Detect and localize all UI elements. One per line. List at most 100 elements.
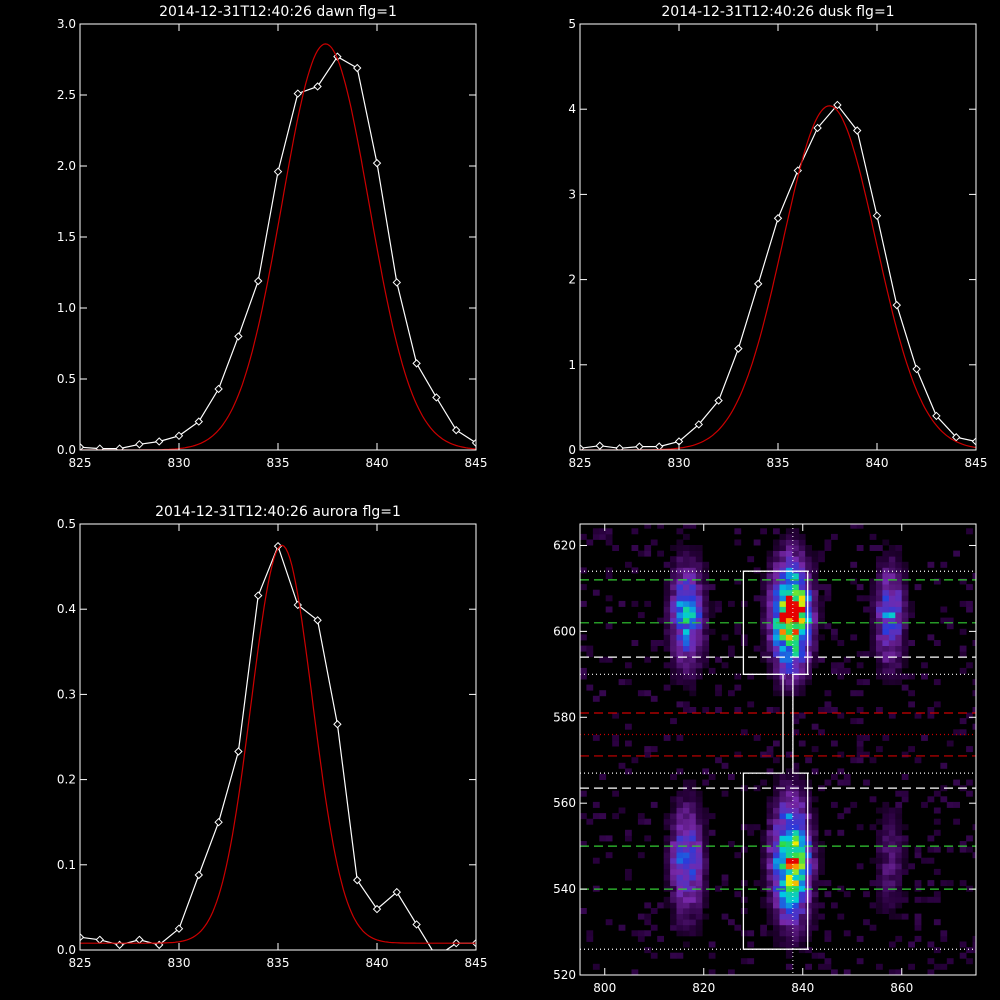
heatmap-cell — [792, 628, 800, 635]
heatmap-cell — [670, 835, 677, 842]
heatmap-cell — [715, 757, 722, 764]
x-tick-label: 840 — [366, 456, 389, 470]
heatmap-cell — [792, 667, 800, 674]
heatmap-cell — [888, 896, 896, 903]
heatmap-cell — [592, 857, 600, 864]
heatmap-cell — [927, 896, 935, 903]
heatmap-cell — [798, 880, 806, 887]
heatmap-cell — [805, 667, 812, 674]
heatmap-cell — [785, 595, 793, 602]
heatmap-cell — [792, 645, 800, 652]
heatmap-cell — [670, 952, 677, 959]
heatmap-cell — [914, 846, 922, 853]
plot-area — [80, 541, 476, 950]
heatmap-cell — [824, 707, 832, 713]
heatmap-cell — [670, 896, 677, 903]
data-point — [194, 417, 204, 426]
heatmap-cell — [689, 813, 697, 820]
heatmap-cell — [805, 634, 812, 641]
heatmap-cell — [773, 835, 780, 842]
heatmap-cell — [785, 589, 793, 596]
heatmap-cell — [773, 612, 780, 619]
heatmap-cell — [676, 662, 684, 669]
heatmap-cell — [785, 852, 793, 859]
heatmap-cell — [592, 695, 600, 702]
heatmap-cell — [785, 785, 793, 792]
heatmap-cell — [972, 573, 976, 579]
heatmap-cell — [715, 885, 722, 892]
heatmap-cell — [901, 600, 909, 607]
heatmap-cell — [695, 796, 703, 803]
heatmap-cell — [740, 930, 748, 937]
heatmap-cell — [715, 707, 722, 713]
heatmap-cell — [798, 891, 806, 898]
heatmap-cell — [747, 824, 755, 831]
heatmap-cell — [580, 673, 587, 680]
heatmap-cell — [740, 880, 748, 887]
heatmap-cell — [811, 723, 819, 730]
heatmap-cell — [779, 935, 787, 942]
heatmap-cell — [760, 640, 767, 646]
heatmap-cell — [921, 673, 928, 680]
heatmap-cell — [670, 606, 677, 613]
heatmap-cell — [818, 846, 825, 853]
heatmap-cell — [792, 712, 800, 719]
heatmap-cell — [702, 902, 710, 909]
heatmap-cell — [895, 662, 903, 669]
heatmap-cell — [683, 801, 690, 808]
heatmap-cell — [798, 913, 806, 920]
heatmap-cell — [779, 829, 787, 836]
heatmap-cell — [695, 902, 703, 909]
heatmap-cell — [908, 612, 915, 619]
heatmap-cell — [683, 567, 690, 574]
heatmap-cell — [837, 640, 845, 646]
heatmap-cell — [702, 868, 710, 875]
heatmap-cell — [811, 662, 819, 669]
heatmap-cell — [766, 578, 774, 585]
heatmap-cell — [888, 868, 896, 875]
heatmap-cell — [663, 584, 671, 591]
heatmap-cell — [888, 617, 896, 624]
heatmap-cell — [689, 919, 697, 926]
heatmap-cell — [702, 891, 710, 898]
heatmap-cell — [792, 801, 800, 808]
heatmap-cell — [908, 606, 915, 613]
heatmap-cell — [869, 628, 877, 635]
heatmap-cell — [811, 919, 819, 926]
heatmap-cell — [785, 941, 793, 948]
heatmap-cell — [792, 863, 800, 870]
heatmap-cell — [888, 656, 896, 663]
y-tick-label: 0.0 — [57, 443, 76, 457]
heatmap-cell — [876, 623, 883, 630]
heatmap-cell — [882, 902, 890, 909]
plot-area — [80, 43, 476, 450]
heatmap-cell — [798, 896, 806, 903]
heatmap-cell — [773, 818, 780, 825]
heatmap-cell — [824, 963, 832, 970]
heatmap-cell — [805, 857, 812, 864]
heatmap-cell — [637, 550, 645, 557]
heatmap-cell — [888, 600, 896, 607]
heatmap-cell — [914, 924, 922, 931]
heatmap-cell — [773, 841, 780, 847]
heatmap-cell — [785, 818, 793, 825]
heatmap-cell — [625, 662, 632, 669]
heatmap-cell — [882, 896, 890, 903]
heatmap-cell — [792, 835, 800, 842]
heatmap-cell — [644, 919, 652, 926]
heatmap-cell — [869, 757, 877, 764]
heatmap-cell — [683, 779, 690, 786]
heatmap-cell — [676, 550, 684, 557]
heatmap-cell — [869, 600, 877, 607]
heatmap-cell — [805, 863, 812, 870]
heatmap-cell — [882, 829, 890, 836]
heatmap-cell — [888, 829, 896, 836]
heatmap-cell — [831, 801, 838, 808]
heatmap-cell — [933, 947, 941, 954]
heatmap-cell — [689, 874, 697, 881]
heatmap-cell — [702, 885, 710, 892]
heatmap-cell — [773, 896, 780, 903]
heatmap-cell — [740, 824, 748, 831]
heatmap-cell — [927, 969, 935, 975]
